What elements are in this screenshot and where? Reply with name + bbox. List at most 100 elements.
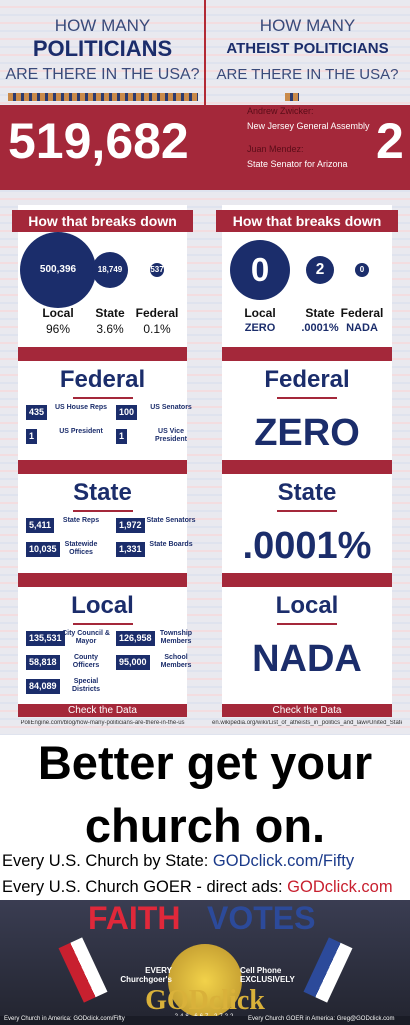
title-rule	[72, 623, 133, 625]
header-line: ARE THERE IN THE USA?	[5, 66, 200, 83]
circle: 0	[355, 263, 369, 277]
item-value: 1,972	[116, 518, 145, 533]
item-value: 1,331	[116, 542, 145, 557]
item-value: 126,958	[116, 631, 155, 646]
header-line: HOW MANY	[259, 16, 356, 35]
tree	[168, 944, 242, 1018]
breakdown-share: ZERO	[244, 322, 276, 334]
item-value: 10,035	[26, 542, 60, 557]
item-value: 95,000	[116, 655, 150, 670]
banner-left: EVERY Churchgoer's	[120, 966, 172, 984]
item-label: Township Members	[159, 630, 193, 645]
star-bar	[18, 347, 187, 361]
item-label: US President	[59, 428, 103, 435]
breakdown-share: .0001%	[301, 322, 339, 334]
section-title: Federal	[59, 366, 146, 393]
circle: 0	[230, 240, 290, 300]
section-title: Local	[275, 592, 339, 619]
ribbon: How that breaks down	[216, 210, 398, 232]
section-title: Local	[71, 592, 134, 619]
header-line: HOW MANY	[54, 16, 151, 35]
item-value: 1	[116, 429, 128, 444]
link-text: Every U.S. Church GOER - direct ads:	[2, 878, 288, 896]
item-value: 435	[26, 405, 48, 420]
totals-band	[0, 105, 410, 190]
star-bar	[222, 573, 392, 587]
header-title: POLITICIANS	[32, 36, 173, 61]
title-rule	[277, 397, 337, 399]
total: 2	[376, 113, 404, 169]
star-bar	[222, 347, 392, 361]
section-title: State	[73, 479, 132, 506]
section-value: .0001%	[242, 525, 372, 567]
link[interactable]: GODclick.com/Fifty	[212, 852, 355, 870]
circle: 18,749	[92, 252, 128, 288]
section-title: State	[277, 479, 337, 506]
item-value: 84,089	[26, 679, 60, 694]
item-label: County Officers	[72, 654, 100, 669]
item-label: State Senators	[146, 517, 196, 524]
star-bar	[18, 573, 187, 587]
link-line: Every U.S. Church by State: GODclick.com…	[2, 852, 354, 871]
item-label: Special Districts	[71, 678, 100, 693]
breakdown-label: State	[305, 306, 335, 320]
item-value: 1	[26, 429, 38, 444]
circle: 2	[306, 256, 334, 284]
circle: 537	[150, 263, 164, 277]
title-rule	[72, 397, 133, 399]
votes: VOTES	[207, 900, 316, 936]
slogan: Better get your	[37, 736, 373, 789]
divider	[204, 0, 206, 105]
breakdown-label: Federal	[135, 306, 179, 320]
item-label: State Reps	[62, 517, 100, 524]
people-row	[285, 93, 299, 101]
atheist-name: Juan Mendez:	[247, 144, 304, 154]
circle: 500,396	[20, 232, 96, 308]
title-rule	[277, 623, 337, 625]
people-row	[8, 93, 198, 101]
banner-right: Cell Phone EXCLUSIVELY	[240, 966, 295, 984]
star-bar	[222, 460, 392, 474]
slogan: church on.	[84, 799, 326, 852]
link[interactable]: GODclick.com	[287, 878, 393, 896]
faith: FAITH	[88, 900, 181, 936]
item-label: City Council & Mayor	[62, 630, 110, 645]
brand: GODclick	[145, 985, 265, 1016]
footer-right: Every Church GOER in America: Greg@GODcl…	[248, 1016, 395, 1022]
atheist-name: Andrew Zwicker:	[247, 106, 314, 116]
source: PoliEngine.com/blog/how-many-politicians…	[20, 720, 185, 726]
breakdown-label: Federal	[340, 306, 384, 320]
item-label: US Senators	[150, 404, 192, 411]
item-label: Statewide Offices	[64, 541, 98, 556]
section-value: NADA	[252, 638, 362, 680]
source: en.wikipedia.org/wiki/List_of_atheists_i…	[212, 720, 402, 726]
button[interactable]: Check the Data	[18, 704, 187, 717]
header-line: ARE THERE IN THE USA?	[216, 66, 399, 83]
breakdown-share: NADA	[346, 322, 378, 334]
ribbon: How that breaks down	[12, 210, 193, 232]
item-value: 5,411	[26, 518, 55, 533]
item-label: School Members	[160, 654, 192, 669]
item-label: US House Reps	[54, 404, 108, 411]
atheist-office: New Jersey General Assembly	[247, 121, 370, 131]
section-title: Federal	[264, 366, 350, 393]
total: 519,682	[8, 113, 189, 169]
item-value: 58,818	[26, 655, 60, 670]
button[interactable]: Check the Data	[222, 704, 392, 717]
breakdown-label: Local	[42, 306, 74, 320]
breakdown-label: State	[95, 306, 125, 320]
footer-strip	[0, 1016, 410, 1025]
link-line: Every U.S. Church GOER - direct ads: GOD…	[2, 878, 393, 897]
breakdown-share: 96%	[45, 322, 71, 336]
breakdown-share: 3.6%	[96, 322, 124, 336]
star-bar	[18, 460, 187, 474]
item-label: US Vice President	[155, 428, 187, 443]
title-rule	[72, 510, 133, 512]
link-text: Every U.S. Church by State:	[2, 852, 213, 870]
title-rule	[277, 510, 337, 512]
breakdown-share: 0.1%	[143, 322, 171, 336]
section-value: ZERO	[254, 412, 360, 454]
breakdown-label: Local	[244, 306, 276, 320]
footer-left: Every Church in America: GODclick.com/Fi…	[4, 1016, 125, 1022]
